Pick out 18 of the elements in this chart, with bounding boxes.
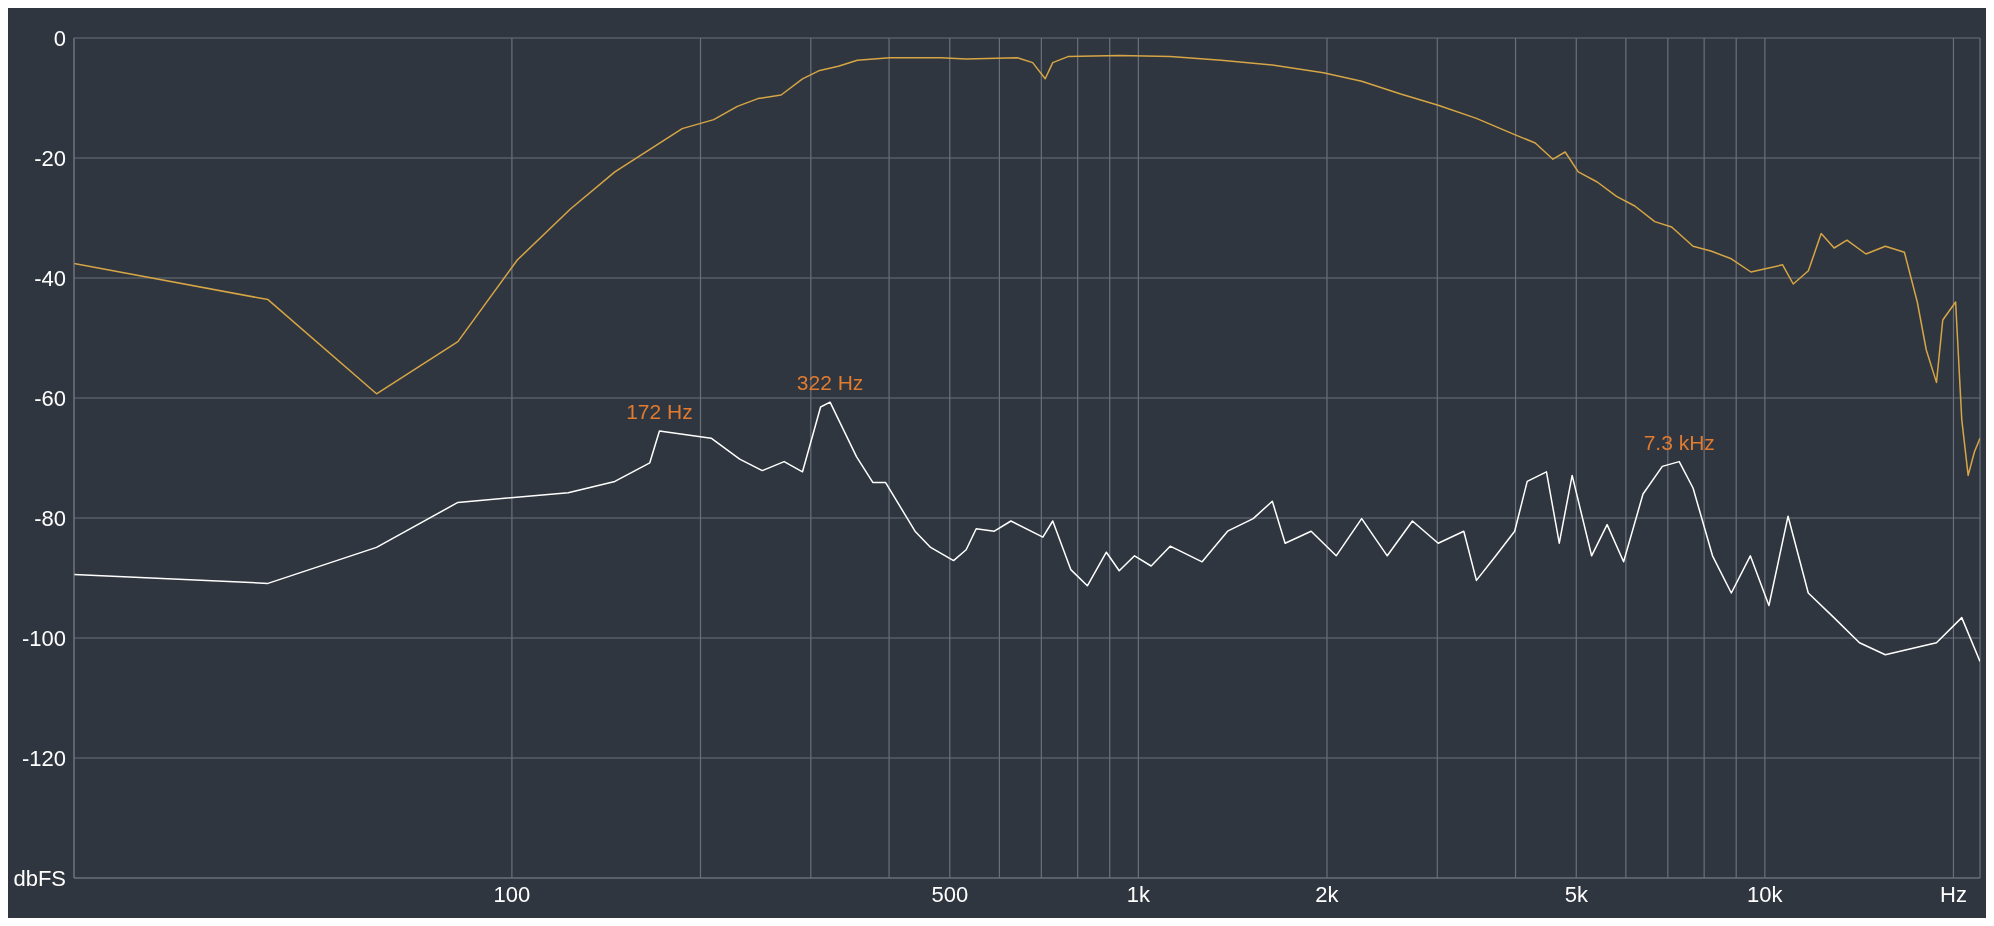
x-tick-label: 5k [1564,881,1589,907]
y-tick-label: -120 [21,745,66,771]
y-tick-label: -20 [34,145,66,171]
annotation: 322 Hz [796,371,864,395]
y-tick-label: 0 [53,25,66,51]
x-tick-label: 100 [493,881,531,907]
x-tick-label: 500 [931,881,969,907]
annotation: 172 Hz [626,400,693,423]
y-tick-label: -80 [34,505,66,531]
x-tick-label: Hz [1940,881,1967,907]
y-tick-label: -60 [34,385,66,411]
y-tick-label: dbFS [13,865,66,891]
x-tick-label: 1k [1126,881,1151,907]
y-tick-label: -40 [34,265,66,291]
annotation: 7.3 kHz [1643,430,1715,454]
x-tick-label: 2k [1315,881,1340,907]
x-tick-label: 10k [1747,881,1784,907]
y-tick-label: -100 [21,625,66,651]
